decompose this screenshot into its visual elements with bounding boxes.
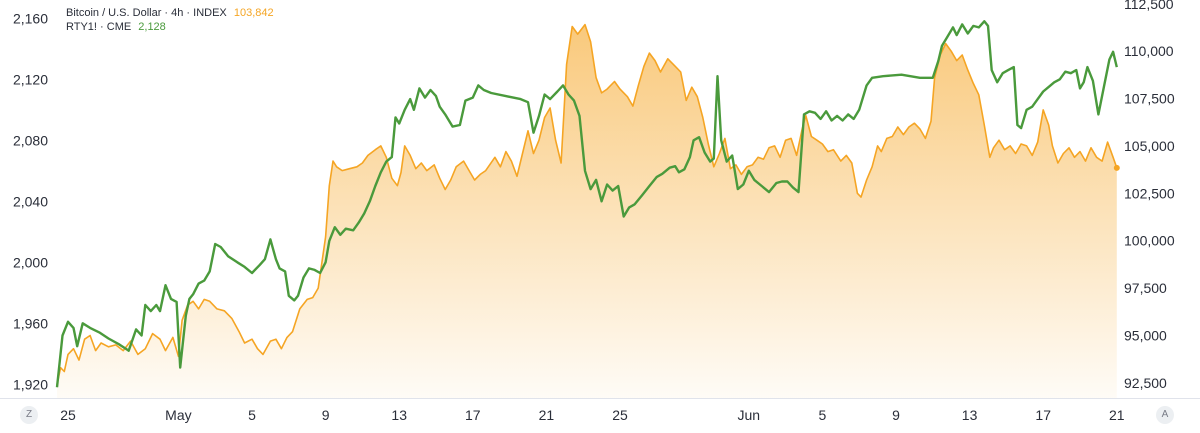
x-axis-tick-label: 9 xyxy=(892,407,900,423)
left-axis-tick-label: 2,000 xyxy=(13,254,48,270)
left-axis-tick-label: 1,960 xyxy=(13,315,48,331)
legend-btc-value: 103,842 xyxy=(233,7,274,19)
left-axis-tick-label: 2,040 xyxy=(13,193,48,209)
x-axis-tick-label: 21 xyxy=(1109,407,1125,423)
x-axis-tick-label: Jun xyxy=(738,407,761,423)
right-axis-tick-label: 97,500 xyxy=(1124,280,1167,296)
x-axis-tick-label: 13 xyxy=(391,407,407,423)
legend-rty-label: RTY1! · CME xyxy=(66,21,132,33)
legend-rty-value: 2,128 xyxy=(138,21,166,33)
legend-row-btc: Bitcoin / U.S. Dollar · 4h · INDEX 103,8… xyxy=(66,6,274,20)
right-axis-tick-label: 110,000 xyxy=(1124,43,1174,59)
chart-legend: Bitcoin / U.S. Dollar · 4h · INDEX 103,8… xyxy=(66,6,274,34)
x-axis-tick-label: 9 xyxy=(322,407,330,423)
x-axis-tick-label: 5 xyxy=(248,407,256,423)
legend-btc-label: Bitcoin / U.S. Dollar · 4h · INDEX xyxy=(66,7,227,19)
x-axis-tick-label: 17 xyxy=(1035,407,1051,423)
left-axis-tick-label: 2,160 xyxy=(13,10,48,26)
right-axis-tick-label: 95,000 xyxy=(1124,328,1167,344)
zoom-reset-button[interactable]: Z xyxy=(20,406,38,424)
x-axis-tick-label: 5 xyxy=(819,407,827,423)
x-axis-tick-label: May xyxy=(165,407,191,423)
right-axis-tick-label: 107,500 xyxy=(1124,91,1175,107)
x-axis-tick-label: 17 xyxy=(465,407,481,423)
x-axis-tick-label: 21 xyxy=(539,407,555,423)
btc-last-point xyxy=(1113,164,1120,171)
right-axis-tick-label: 92,500 xyxy=(1124,375,1167,391)
auto-scale-button[interactable]: A xyxy=(1156,406,1174,424)
btc-price-line[interactable] xyxy=(56,23,1118,385)
right-axis-tick-label: 102,500 xyxy=(1124,185,1175,201)
left-axis-tick-label: 2,120 xyxy=(13,71,48,87)
right-axis-tick-label: 105,000 xyxy=(1124,138,1175,154)
x-axis-tick-label: 25 xyxy=(612,407,628,423)
left-axis-tick-label: 2,080 xyxy=(13,132,48,148)
legend-row-rty: RTY1! · CME 2,128 xyxy=(66,20,274,34)
x-axis-tick-label: 13 xyxy=(962,407,978,423)
right-axis-tick-label: 112,500 xyxy=(1124,0,1174,12)
x-axis-tick-label: 25 xyxy=(60,407,76,423)
rty-price-line[interactable] xyxy=(55,20,1118,388)
right-axis-tick-label: 100,000 xyxy=(1124,233,1175,249)
btc-area-fill xyxy=(57,24,1117,398)
left-axis-tick-label: 1,920 xyxy=(13,376,48,392)
